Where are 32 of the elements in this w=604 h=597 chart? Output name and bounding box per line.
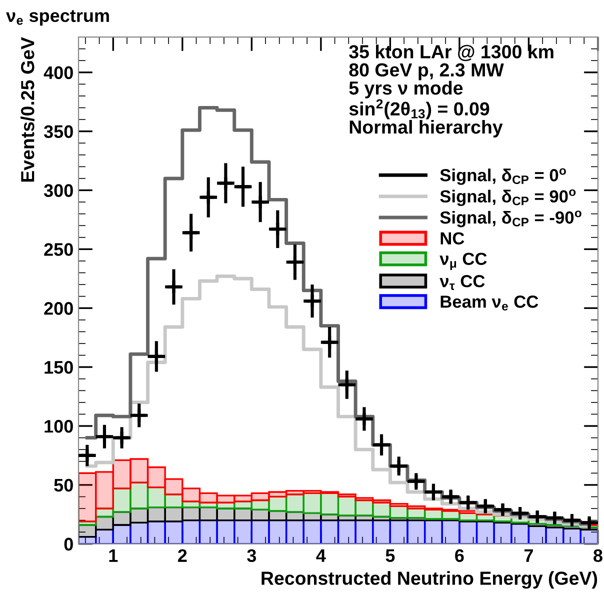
y-tick-label: 150	[44, 360, 73, 374]
y-tick-label: 250	[44, 243, 73, 256]
legend-label: Signal, δ$_{CP}$ = -90$^{o}$	[440, 210, 582, 228]
y-tick-label: 100	[44, 420, 73, 433]
y-tick-label: 0	[64, 538, 73, 551]
annotation: 35 kton LAr @ 1300 km	[349, 44, 554, 62]
x-tick-label: 1	[109, 549, 118, 562]
x-tick-label: 8	[594, 549, 602, 562]
chart-title: ν$_{e}$ spectrum	[6, 10, 109, 26]
y-tick-label: 50	[54, 478, 73, 492]
y-tick-label: 400	[44, 66, 73, 80]
legend-label: Signal, δ$_{CP}$ = 0$^{o}$	[440, 168, 566, 185]
x-tick-label: 3	[247, 549, 256, 562]
annotation: 80 GeV p, 2.3 MW	[349, 63, 504, 80]
annotation: 5 yrs ν mode	[349, 80, 463, 98]
y-tick-label: 350	[44, 125, 73, 138]
legend-label: NC	[440, 232, 464, 245]
legend-label: Beam ν$_{e}$ CC	[440, 296, 538, 311]
x-axis-title: Reconstructed Neutrino Energy (GeV)	[262, 571, 598, 589]
y-tick-label: 200	[44, 302, 73, 315]
legend-label: Signal, δ$_{CP}$ = 90$^{o}$	[440, 189, 576, 206]
x-tick-label: 6	[455, 549, 464, 562]
x-tick-label: 4	[316, 549, 326, 562]
annotation: sin$^{2}$(2θ$_{13}$) = 0.09	[349, 99, 490, 120]
legend-label: ν$_{τ}$ CC	[440, 275, 485, 290]
legend-label: ν$_{μ}$ CC	[440, 252, 487, 270]
x-tick-label: 7	[524, 549, 533, 562]
annotation: Normal hierarchy	[350, 120, 503, 138]
y-axis-title: Events/0.25 GeV	[20, 37, 34, 182]
x-tick-label: 5	[386, 549, 395, 562]
x-tick-label: 2	[178, 549, 187, 562]
y-tick-label: 300	[44, 184, 73, 197]
